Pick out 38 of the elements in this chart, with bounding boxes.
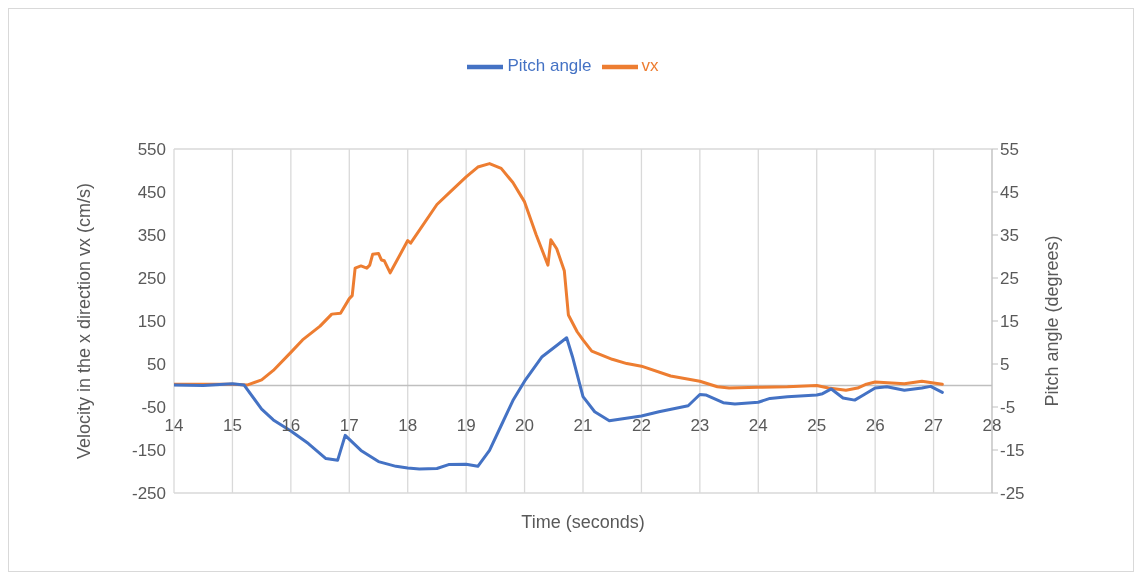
x-tick-label: 18	[398, 416, 418, 436]
x-tick-label: 14	[164, 416, 184, 436]
x-tick-label: 20	[515, 416, 535, 436]
x-tick-label: 23	[690, 416, 710, 436]
legend-label: Pitch angle	[507, 56, 592, 76]
x-tick-label: 28	[982, 416, 1002, 436]
y-tick-label: 550	[137, 140, 166, 160]
x-tick-label: 21	[573, 416, 593, 436]
y2-axis-title: Pitch angle (degrees)	[1042, 235, 1063, 407]
y-tick-label: 150	[137, 312, 166, 332]
x-tick-label: 24	[748, 416, 768, 436]
y2-tick-label: 5	[1000, 355, 1010, 375]
x-tick-label: 15	[222, 416, 242, 436]
y2-tick-label: -25	[1000, 484, 1025, 504]
y-tick-label: -150	[131, 441, 166, 461]
y-tick-label: 350	[137, 226, 166, 246]
y-tick-label: -250	[131, 484, 166, 504]
x-axis-title: Time (seconds)	[521, 512, 645, 532]
y-tick-label: -50	[141, 398, 166, 418]
y2-tick-label: 15	[1000, 312, 1019, 332]
x-tick-label: 22	[631, 416, 651, 436]
line-series	[174, 162, 944, 392]
y2-tick-label: -15	[1000, 441, 1025, 461]
legend-label: vx	[641, 56, 659, 76]
x-tick-label: 26	[865, 416, 885, 436]
y2-tick-label: 25	[1000, 269, 1019, 289]
y2-tick-label: -5	[1000, 398, 1016, 418]
x-tick-label: 25	[807, 416, 827, 436]
x-tick-label: 17	[339, 416, 359, 436]
x-tick-label: 27	[924, 416, 944, 436]
y2-tick-label: 45	[1000, 183, 1019, 203]
y-axis-title: Velocity in the x direction vx (cm/s)	[74, 182, 95, 460]
y-tick-label: 50	[147, 355, 166, 375]
y2-tick-label: 35	[1000, 226, 1019, 246]
x-tick-label: 19	[456, 416, 476, 436]
y-tick-label: 250	[137, 269, 166, 289]
y-tick-label: 450	[137, 183, 166, 203]
y2-tick-label: 55	[1000, 140, 1019, 160]
